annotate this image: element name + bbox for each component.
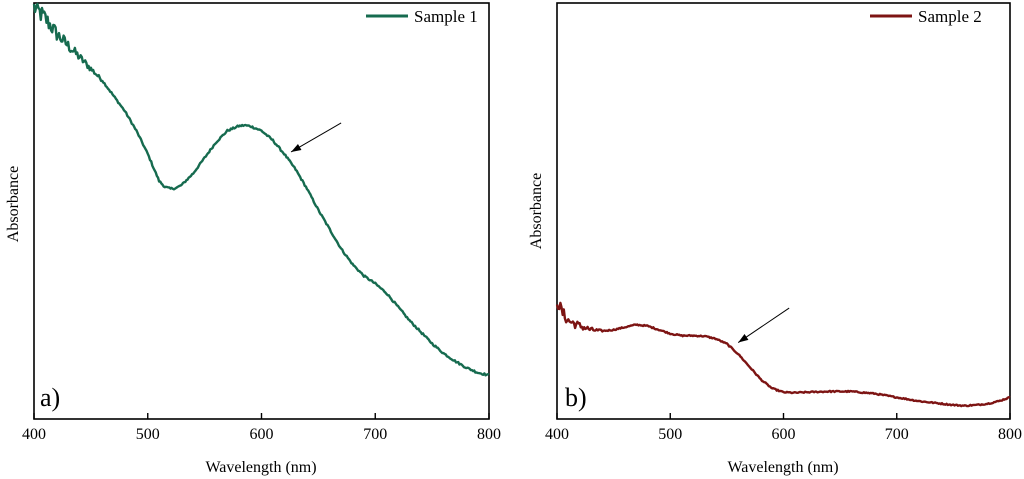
x-tick-label: 800 <box>477 426 501 443</box>
x-tick-label: 600 <box>772 426 796 443</box>
x-tick-label: 700 <box>363 426 387 443</box>
x-tick-label: 600 <box>250 426 274 443</box>
x-axis-title: Wavelength (nm) <box>727 459 838 476</box>
arrow-head <box>291 143 302 152</box>
x-tick-label: 400 <box>22 426 46 443</box>
x-ticks: 400 500 600 700 800 <box>545 413 1022 443</box>
plot-frame <box>556 2 1011 420</box>
panel-label: b) <box>565 383 587 412</box>
x-tick-label: 700 <box>885 426 909 443</box>
arrow-annotation <box>737 307 790 343</box>
x-axis-title: Wavelength (nm) <box>205 459 316 476</box>
x-ticks: 400 500 600 700 800 <box>22 413 501 443</box>
y-axis-title: Absorbance <box>5 166 22 242</box>
series-line-sample-1 <box>32 2 490 377</box>
legend-label: Sample 2 <box>918 7 982 26</box>
chart-panel-a: 400 500 600 700 800 Sample 1 a) Wavelength (… <box>5 2 501 476</box>
chart-panel-b: 400 500 600 700 800 Sample 2 b) Wavelength (… <box>528 2 1022 476</box>
arrow-head <box>738 334 749 343</box>
panel-label: a) <box>40 383 60 412</box>
y-axis-title: Absorbance <box>528 173 545 249</box>
legend-label: Sample 1 <box>414 7 478 26</box>
series-line-sample-2 <box>555 301 1011 408</box>
plot-frame <box>33 2 490 420</box>
x-tick-label: 400 <box>545 426 569 443</box>
x-tick-label: 800 <box>998 426 1022 443</box>
x-tick-label: 500 <box>658 426 682 443</box>
x-tick-label: 500 <box>136 426 160 443</box>
